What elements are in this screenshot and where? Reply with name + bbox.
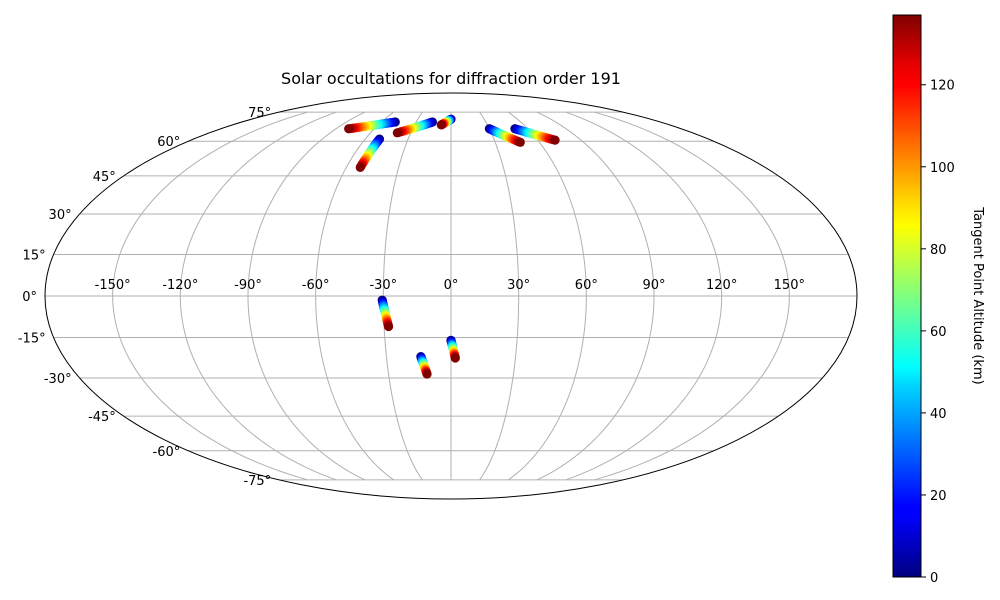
latitude-tick-label: -15° [18, 332, 46, 347]
colorbar-ticks: 0 20 40 60 80 100 120 [921, 79, 955, 586]
occultation-point [355, 162, 365, 172]
occultation-track [355, 134, 385, 172]
colorbar-tick-label: 100 [930, 161, 955, 176]
latitude-tick-label: 75° [248, 106, 271, 121]
occultation-point [450, 353, 460, 363]
latitude-tick-labels: -75° -60° -45° -30° -15° 0° 15° 30° 45° 60° 75° [18, 106, 271, 489]
colorbar-tick-label: 0 [930, 571, 938, 586]
longitude-tick-label: 0° [444, 278, 459, 293]
colorbar-tick-label: 80 [930, 243, 947, 258]
longitude-tick-label: 90° [642, 278, 665, 293]
colorbar: 0 20 40 60 80 100 120 Tangent Point Altitude (… [892, 14, 985, 586]
latitude-tick-label: 15° [23, 248, 46, 263]
longitude-tick-label: 60° [575, 278, 598, 293]
colorbar-tick-label: 40 [930, 407, 947, 422]
latitude-tick-label: -30° [44, 372, 72, 387]
latitude-tick-label: 0° [22, 290, 37, 305]
latitude-tick-label: -45° [88, 410, 116, 425]
longitude-tick-label: -30° [369, 278, 397, 293]
latitude-tick-label: -60° [153, 445, 181, 460]
chart-title: Solar occultations for diffraction order… [281, 69, 621, 88]
occultation-track [484, 124, 525, 147]
occultation-track [510, 124, 560, 145]
colorbar-tick-label: 120 [930, 79, 955, 94]
occultation-point [515, 137, 525, 147]
occultation-track [377, 295, 394, 332]
longitude-tick-label: -60° [302, 278, 330, 293]
colorbar-tick-label: 60 [930, 325, 947, 340]
occultation-track [344, 117, 400, 134]
occultation-track [446, 335, 460, 363]
occultation-track [436, 114, 456, 130]
colorbar-gradient [892, 14, 922, 578]
latitude-tick-label: 30° [49, 208, 72, 223]
occultation-point [383, 321, 394, 332]
occultation-tracks [344, 114, 560, 379]
longitude-tick-label: 30° [507, 278, 530, 293]
occultation-track [416, 352, 432, 379]
colorbar-tick-label: 20 [930, 489, 947, 504]
latitude-tick-label: 45° [93, 170, 116, 185]
longitude-tick-label: 150° [774, 278, 805, 293]
latitude-tick-label: -75° [243, 474, 271, 489]
longitude-tick-label: 120° [706, 278, 737, 293]
latitude-tick-label: 60° [157, 135, 180, 150]
colorbar-label: Tangent Point Altitude (km) [970, 206, 985, 384]
longitude-tick-label: -120° [162, 278, 198, 293]
longitude-tick-label: -150° [95, 278, 131, 293]
occultation-point [436, 120, 446, 130]
occultation-track [392, 117, 438, 138]
occultation-point [422, 369, 432, 379]
occultation-point [392, 128, 402, 138]
graticule [45, 111, 857, 481]
occultation-point [550, 135, 560, 145]
map-outline [44, 92, 858, 500]
mollweide-map: -150° -120° -90° -60° -30° 0° 30° 60° 90° 120° 150… [18, 92, 858, 500]
longitude-tick-label: -90° [234, 278, 262, 293]
occultation-point [344, 124, 354, 134]
longitude-tick-labels: -150° -120° -90° -60° -30° 0° 30° 60° 90° 120° 150… [95, 278, 805, 293]
